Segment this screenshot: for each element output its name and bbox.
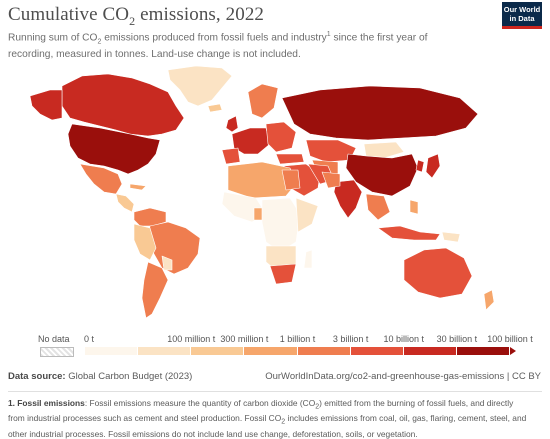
russia[interactable] — [281, 85, 479, 141]
peru-bolivia[interactable] — [133, 223, 157, 261]
iberia[interactable] — [221, 147, 241, 165]
legend-bin-2[interactable] — [191, 347, 245, 355]
papua[interactable] — [441, 231, 461, 243]
australia[interactable] — [403, 247, 473, 299]
china[interactable] — [345, 153, 419, 197]
legend-bin-0[interactable] — [85, 347, 139, 355]
scandinavia[interactable] — [247, 83, 279, 119]
legend-tick-label: 10 billion t — [383, 334, 425, 344]
turkey[interactable] — [275, 153, 305, 165]
uruguay-paraguay[interactable] — [161, 255, 173, 271]
data-source-label: Data source: — [8, 371, 66, 382]
legend-tick-label: 30 billion t — [436, 334, 478, 344]
legend-bin-3[interactable] — [244, 347, 298, 355]
alaska[interactable] — [29, 89, 63, 121]
legend-tick-label: 1 billion t — [279, 334, 316, 344]
chart-title: Cumulative CO2 emissions, 2022 — [8, 4, 265, 28]
logo-line-1: Our World — [503, 5, 541, 14]
legend-tick-label: 0 t — [83, 334, 95, 344]
argentina-chile[interactable] — [141, 261, 169, 319]
united-states[interactable] — [67, 123, 161, 175]
southeast-asia[interactable] — [365, 193, 391, 221]
greenland[interactable] — [167, 65, 233, 107]
legend-bin-6[interactable] — [403, 347, 457, 355]
pakistan-afghanistan[interactable] — [321, 171, 341, 189]
legend-tick-label: 3 billion t — [332, 334, 369, 344]
our-world-in-data-logo[interactable]: Our World in Data — [502, 2, 542, 29]
legend-tick-label: 100 million t — [167, 334, 216, 344]
canada[interactable] — [61, 73, 185, 137]
japan[interactable] — [425, 153, 441, 179]
korea[interactable] — [415, 159, 425, 173]
south-africa[interactable] — [269, 263, 297, 285]
india[interactable] — [333, 179, 363, 219]
indonesia[interactable] — [377, 225, 441, 241]
legend-bin-1[interactable] — [138, 347, 192, 355]
madagascar[interactable] — [303, 249, 313, 269]
legend-tick-label: 300 million t — [220, 334, 269, 344]
north-africa[interactable] — [227, 161, 297, 199]
eastern-europe[interactable] — [265, 121, 297, 153]
footer-divider — [8, 391, 542, 392]
data-source: Data source: Global Carbon Budget (2023) — [8, 371, 192, 382]
united-kingdom[interactable] — [225, 115, 239, 133]
world-map[interactable] — [0, 62, 550, 330]
mongolia[interactable] — [363, 141, 405, 159]
legend-bin-4[interactable] — [297, 347, 351, 355]
legend-no-data-swatch[interactable] — [40, 347, 74, 357]
logo-line-2: in Data — [509, 14, 535, 23]
legend-bin-5[interactable] — [350, 347, 404, 355]
chart-subtitle: Running sum of CO2 emissions produced fr… — [8, 31, 428, 61]
new-zealand[interactable] — [483, 289, 495, 311]
source-url-link[interactable]: OurWorldInData.org/co2-and-greenhouse-ga… — [265, 371, 541, 382]
egypt[interactable] — [281, 169, 301, 191]
legend-tick-label: 100 billion t — [487, 334, 533, 344]
central-africa[interactable] — [261, 197, 301, 253]
data-source-value: Global Carbon Budget (2023) — [68, 371, 193, 382]
cuba[interactable] — [129, 183, 147, 191]
legend-arrow-icon — [510, 347, 516, 355]
east-africa[interactable] — [295, 197, 319, 233]
legend-no-data-label: No data — [38, 334, 70, 344]
footnote-heading: 1. Fossil emissions — [8, 398, 85, 408]
central-america[interactable] — [115, 193, 135, 213]
iceland[interactable] — [207, 103, 223, 113]
map-legend: No data 0 t 100 million t 300 million t 1 b… — [8, 334, 548, 364]
philippines[interactable] — [409, 199, 419, 215]
legend-bin-7[interactable] — [456, 347, 510, 355]
